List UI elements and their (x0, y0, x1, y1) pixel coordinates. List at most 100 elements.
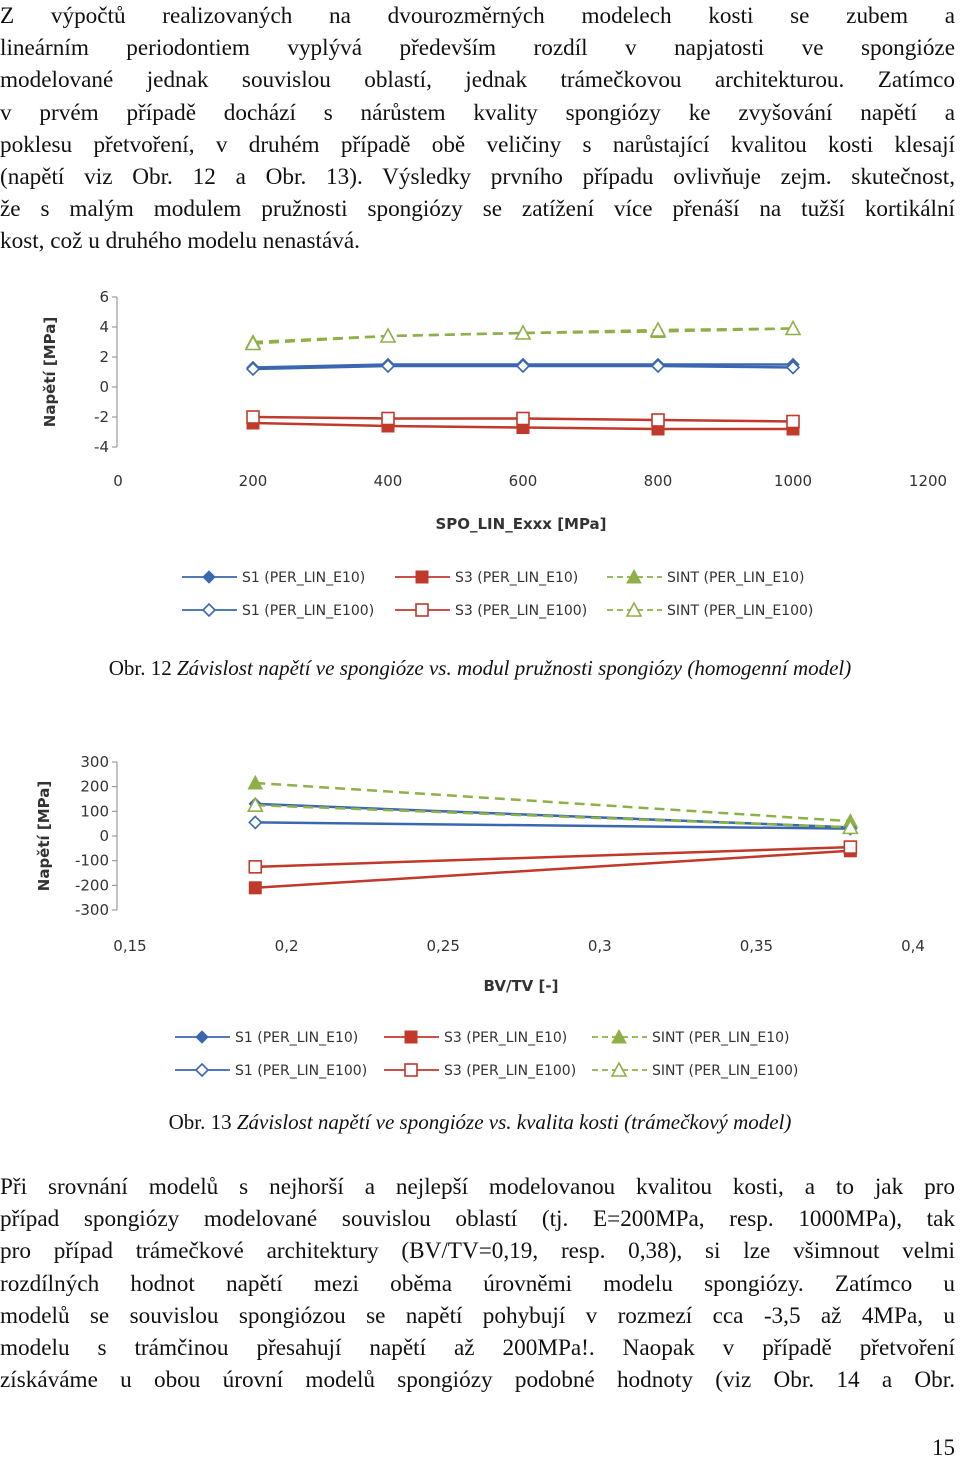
data-point (246, 410, 260, 424)
y-tick-label: 300 (80, 753, 109, 771)
legend-label: S3 (PER_LIN_E10) (444, 1030, 567, 1046)
caption-text: Závislost napětí ve spongióze vs. kvalit… (236, 1110, 792, 1134)
x-tick-label: 0,2 (275, 937, 299, 955)
legend-entry: S1 (PER_LIN_E100) (182, 602, 374, 619)
y-tick-label: -2 (94, 408, 109, 426)
text-line: modelované jednak souvislou oblastí, jed… (0, 67, 955, 94)
text-line: modelu s trámčinou přesahují napětí až 2… (0, 1334, 955, 1361)
x-tick-label: 800 (644, 472, 673, 490)
data-point (245, 361, 261, 377)
series-line (255, 803, 851, 829)
paragraph-comparison: Při srovnání modelů s nejhorší a nejlepš… (0, 1171, 955, 1396)
caption-number: Obr. 12 (108, 656, 172, 680)
legend-label: SINT (PER_LIN_E100) (667, 603, 813, 619)
x-tick-label: 200 (239, 472, 268, 490)
text-line: získáváme u obou úrovní modelů spongiózy… (0, 1367, 955, 1394)
text-line: (napětí viz Obr. 12 a Obr. 13). Výsledky… (0, 163, 955, 190)
series-3 (248, 815, 858, 836)
legend-entry: S1 (PER_LIN_E10) (175, 1030, 358, 1046)
series-line (252, 327, 794, 345)
legend-marker (404, 1030, 418, 1044)
text-line: pro případ trámečkové architektury (BV/T… (0, 1238, 955, 1265)
legend-entry: SINT (PER_LIN_E10) (607, 568, 805, 586)
legend-label: S3 (PER_LIN_E100) (444, 1063, 576, 1079)
legend-entry: SINT (PER_LIN_E100) (592, 1061, 798, 1079)
y-tick-label: 0 (99, 378, 109, 396)
data-point (650, 358, 666, 374)
data-point (516, 411, 530, 426)
data-point (248, 860, 263, 874)
data-point (842, 818, 859, 835)
legend-label: SINT (PER_LIN_E10) (652, 1030, 790, 1046)
data-point (786, 414, 800, 429)
y-tick-label: 200 (80, 778, 109, 796)
paragraph-intro: Z výpočtů realizovaných na dvourozměrnýc… (0, 0, 955, 258)
data-point (381, 411, 395, 426)
legend-label: S1 (PER_LIN_E100) (242, 603, 374, 619)
y-axis-title: Napětí [MPa] (41, 317, 59, 427)
text-line: modelů se souvislou spongiózou se napětí… (0, 1302, 955, 1329)
series-4 (248, 840, 858, 874)
y-tick-label: 2 (99, 348, 109, 366)
caption-text: Závislost napětí ve spongióze vs. modul … (176, 656, 852, 680)
x-tick-label: 1000 (774, 472, 812, 490)
x-tick-label: 400 (374, 472, 403, 490)
legend-marker (610, 1061, 628, 1077)
y-tick-label: 4 (99, 318, 109, 336)
figure-caption: Obr. 13 Závislost napětí ve spongióze vs… (0, 1110, 960, 1135)
y-tick-label: -4 (94, 438, 109, 456)
legend-marker (195, 1030, 209, 1044)
series-line (255, 845, 851, 869)
legend-label: S1 (PER_LIN_E10) (242, 570, 365, 586)
series-line (255, 821, 851, 830)
data-point (649, 321, 667, 337)
data-point (515, 358, 531, 374)
text-line: lineárním periodontiem vyplývá především… (0, 35, 955, 62)
legend-entry: S1 (PER_LIN_E10) (182, 570, 365, 586)
series-line (255, 781, 851, 823)
legend-entry: SINT (PER_LIN_E100) (607, 601, 813, 619)
data-point (244, 334, 262, 351)
series-2 (247, 774, 859, 828)
x-tick-label: 0 (113, 472, 123, 490)
series-3 (245, 358, 801, 377)
y-tick-label: 6 (99, 288, 109, 306)
legend-marker (415, 603, 429, 617)
y-axis-title: Napětí [MPa] (35, 781, 53, 891)
chart-stress-vs-modulus: 6 4 2 0 -2 -4 0 200 400 600 800 1000 1200 SPO_LIN_Exx… (0, 280, 960, 645)
text-line: rozdílných hodnot napětí mezi oběma úrov… (0, 1270, 955, 1297)
x-tick-label: 0,15 (113, 937, 146, 955)
legend-marker (202, 570, 216, 584)
y-tick-label: -100 (75, 852, 109, 870)
data-point (784, 319, 802, 336)
series-5 (246, 796, 859, 835)
legend-entry: S3 (PER_LIN_E10) (384, 1030, 567, 1046)
data-point (380, 358, 396, 374)
legend-label: S3 (PER_LIN_E10) (455, 570, 578, 586)
legend-entry: S1 (PER_LIN_E100) (175, 1062, 367, 1079)
x-tick-label: 0,35 (740, 937, 773, 955)
legend-marker (625, 601, 643, 617)
legend-label: SINT (PER_LIN_E10) (667, 570, 805, 586)
legend-label: S1 (PER_LIN_E100) (235, 1063, 367, 1079)
x-axis-title: BV/TV [-] (484, 977, 559, 995)
series-line (255, 849, 851, 890)
data-point (514, 324, 532, 340)
data-point (379, 327, 397, 343)
text-line: případ spongiózy modelované souvislou ob… (0, 1206, 955, 1233)
legend-marker (194, 1062, 210, 1078)
legend-entry: SINT (PER_LIN_E10) (592, 1028, 790, 1046)
legend-marker (626, 568, 642, 584)
data-point (248, 881, 262, 895)
data-point (651, 413, 665, 427)
chart-stress-vs-bvtv: 300 200 100 0 -100 -200 -300 0,15 0,2 0,25 0,3 0,35… (0, 740, 960, 1095)
legend-marker (201, 602, 217, 618)
text-line: v prvém případě dochází s nárůstem kvali… (0, 99, 955, 126)
text-line: Při srovnání modelů s nejhorší a nejlepš… (0, 1174, 955, 1200)
x-tick-label: 600 (509, 472, 538, 490)
legend-marker (404, 1063, 418, 1077)
legend-entry: S3 (PER_LIN_E100) (395, 603, 587, 619)
text-line: Z výpočtů realizovaných na dvourozměrnýc… (0, 3, 955, 29)
x-tick-label: 1200 (909, 472, 947, 490)
